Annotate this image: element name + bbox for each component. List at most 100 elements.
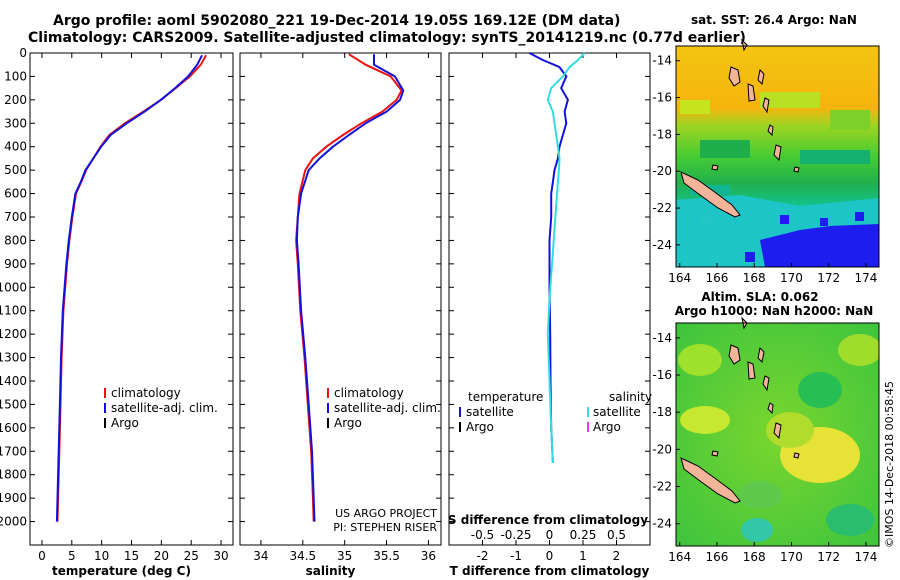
x-tick-label: -2 bbox=[477, 549, 489, 563]
x-axis-label: T difference from climatology bbox=[450, 564, 650, 578]
map-y-tick-label: -16 bbox=[652, 368, 672, 382]
sla-texture bbox=[678, 334, 879, 542]
y-tick-label: 1500 bbox=[0, 397, 27, 411]
sla-map-title: Altim. SLA: 0.062 bbox=[701, 290, 818, 304]
legend-label: temperature bbox=[468, 390, 543, 404]
y-tick-label: 0 bbox=[19, 46, 27, 60]
x-tick-label: 35 bbox=[337, 549, 352, 563]
x2-tick-label: 0.25 bbox=[570, 528, 597, 542]
y-tick-label: 100 bbox=[4, 69, 27, 83]
map-y-tick-label: -14 bbox=[652, 331, 672, 345]
legend-label: Argo bbox=[593, 420, 621, 434]
sla-map-subtitle: Argo h1000: NaN h2000: NaN bbox=[675, 304, 874, 318]
x-tick-label: 0 bbox=[546, 549, 554, 563]
sla-map bbox=[675, 316, 880, 547]
legend-label: salinity bbox=[609, 390, 652, 404]
plot-frame bbox=[239, 52, 442, 546]
map-y-tick-label: -22 bbox=[652, 480, 672, 494]
map-x-tick-label: 172 bbox=[817, 271, 840, 285]
y-tick-label: 700 bbox=[4, 210, 27, 224]
y-tick-label: 1900 bbox=[0, 491, 27, 505]
y-tick-label: 500 bbox=[4, 163, 27, 177]
x-tick-label: 34 bbox=[253, 549, 268, 563]
x-axis-label: salinity bbox=[306, 564, 356, 578]
series-line bbox=[528, 52, 569, 464]
credit-line: PI: STEPHEN RISER bbox=[333, 521, 437, 534]
y-tick-label: 300 bbox=[4, 116, 27, 130]
series-line bbox=[56, 54, 207, 522]
map-y-tick-label: -18 bbox=[652, 127, 672, 141]
map-x-tick-label: 168 bbox=[743, 271, 766, 285]
x-tick-label: 5 bbox=[68, 549, 76, 563]
x-tick-label: 15 bbox=[124, 549, 139, 563]
legend-label: satellite bbox=[466, 405, 514, 419]
legend-label: satellite bbox=[593, 405, 641, 419]
x-tick-label: 35.5 bbox=[373, 549, 400, 563]
sst-land bbox=[680, 38, 800, 218]
map-x-tick-label: 166 bbox=[706, 271, 729, 285]
y-tick-label: 800 bbox=[4, 233, 27, 247]
series-line bbox=[546, 52, 586, 464]
x-axis-label: temperature (deg C) bbox=[52, 564, 191, 578]
x-tick-label: 10 bbox=[94, 549, 109, 563]
map-y-tick-label: -20 bbox=[652, 164, 672, 178]
legend-label: climatology bbox=[334, 386, 404, 400]
x-tick-label: 36 bbox=[421, 549, 436, 563]
legend-label: Argo bbox=[334, 416, 362, 430]
x-tick-label: -1 bbox=[510, 549, 522, 563]
y-tick-label: 200 bbox=[4, 93, 27, 107]
difference-profile: -2 -1 0 1 2T difference from climatology temp… bbox=[448, 52, 652, 578]
sst-map-title: sat. SST: 26.4 Argo: NaN bbox=[691, 13, 857, 27]
map-y-tick-label: -20 bbox=[652, 442, 672, 456]
y-tick-label: 400 bbox=[4, 140, 27, 154]
x-tick-label: 1 bbox=[579, 549, 587, 563]
sst-map bbox=[675, 38, 880, 268]
y-tick-label: 2000 bbox=[0, 515, 27, 529]
y-tick-label: 1600 bbox=[0, 421, 27, 435]
map-x-tick-label: 168 bbox=[743, 550, 766, 564]
temperature-profile: 0100200300400500600700800900100011001200… bbox=[0, 46, 234, 578]
map-y-tick-label: -18 bbox=[652, 405, 672, 419]
legend-label: satellite-adj. clim. bbox=[334, 401, 441, 415]
map-x-tick-label: 164 bbox=[668, 271, 691, 285]
map-x-tick-label: 164 bbox=[668, 550, 691, 564]
x2-tick-label: 0 bbox=[546, 528, 554, 542]
x-tick-label: 25 bbox=[184, 549, 199, 563]
header-line-1: Argo profile: aoml 5902080_221 19-Dec-20… bbox=[53, 13, 621, 29]
map-x-tick-label: 172 bbox=[817, 550, 840, 564]
map-x-tick-label: 170 bbox=[780, 271, 803, 285]
salinity-profile: 34 34.5 35 35.5 36 salinity climatologysatelli… bbox=[239, 52, 442, 578]
sla-land bbox=[680, 316, 800, 504]
map-x-tick-label: 174 bbox=[855, 271, 878, 285]
plot-frame bbox=[29, 52, 234, 546]
x-tick-label: 0 bbox=[38, 549, 46, 563]
x2-tick-label: 0.5 bbox=[607, 528, 626, 542]
map-y-tick-label: -24 bbox=[652, 238, 672, 252]
x2-tick-label: -0.25 bbox=[500, 528, 531, 542]
credit-line: US ARGO PROJECT bbox=[335, 507, 437, 520]
series-line bbox=[55, 54, 203, 522]
header-line-2: Climatology: CARS2009. Satellite-adjuste… bbox=[28, 30, 746, 46]
legend-label: Argo bbox=[466, 420, 494, 434]
map-x-tick-label: 166 bbox=[706, 550, 729, 564]
sla-map-axes: 164 166 168 170 172 174 -14 -16 -18 -20 -22 -24 bbox=[652, 331, 877, 564]
map-y-tick-label: -24 bbox=[652, 517, 672, 531]
y-tick-label: 1000 bbox=[0, 280, 27, 294]
y-tick-label: 1700 bbox=[0, 444, 27, 458]
map-x-tick-label: 170 bbox=[780, 550, 803, 564]
y-tick-label: 1100 bbox=[0, 304, 27, 318]
x-tick-label: 34.5 bbox=[289, 549, 316, 563]
x2-tick-label: -0.5 bbox=[471, 528, 494, 542]
map-y-tick-label: -16 bbox=[652, 91, 672, 105]
x-tick-label: 30 bbox=[213, 549, 228, 563]
legend-label: Argo bbox=[111, 416, 139, 430]
y-tick-label: 1800 bbox=[0, 468, 27, 482]
legend-label: satellite-adj. clim. bbox=[111, 401, 218, 415]
map-y-tick-label: -22 bbox=[652, 201, 672, 215]
series-line bbox=[295, 54, 405, 522]
x2-axis-label: S difference from climatology bbox=[448, 513, 648, 527]
legend-label: climatology bbox=[111, 386, 181, 400]
y-tick-label: 600 bbox=[4, 187, 27, 201]
x-tick-label: 20 bbox=[154, 549, 169, 563]
